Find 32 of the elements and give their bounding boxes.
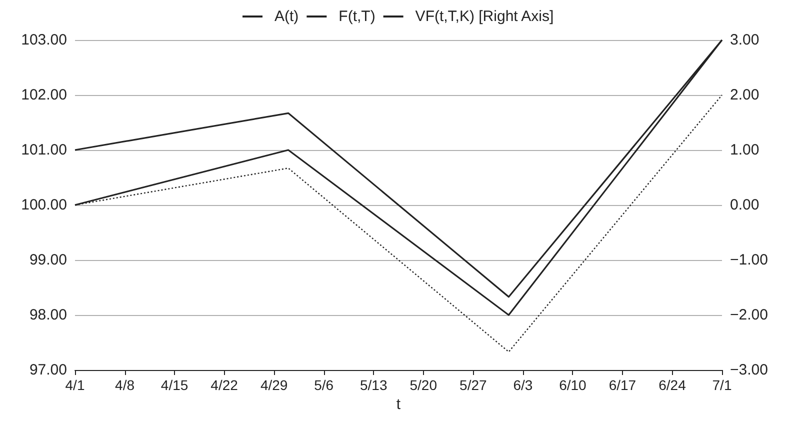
x-tick-label: 5/20 (410, 377, 438, 393)
y2-tick-label: −2.00 (730, 306, 768, 324)
x-tick-label: 4/8 (115, 377, 135, 393)
y2-tick-label: 1.00 (730, 142, 760, 158)
x-tick-label: 4/15 (160, 377, 188, 393)
y2-tick-label: 2.00 (730, 86, 760, 104)
y-tick-label: 102.00 (21, 86, 67, 104)
legend-label: A(t) (274, 8, 299, 25)
y-tick-label: 99.00 (29, 252, 67, 268)
y2-tick-label: 3.00 (730, 32, 760, 48)
y-tick-label: 103.00 (21, 32, 67, 48)
x-tick-label: 5/13 (360, 377, 388, 393)
y-tick-label: 101.00 (21, 142, 67, 158)
x-tick-label: 5/27 (460, 377, 487, 393)
y-tick-label: 98.00 (29, 306, 67, 324)
y-tick-label: 100.00 (21, 196, 67, 214)
x-tick-label: 6/3 (513, 377, 533, 393)
x-tick-label: 5/6 (314, 377, 334, 393)
x-tick-label: 4/22 (210, 377, 238, 393)
x-axis-title: t (396, 396, 402, 413)
x-tick-label: 7/1 (712, 377, 732, 393)
y2-tick-label: −1.00 (730, 252, 768, 268)
x-tick-label: 4/29 (260, 377, 288, 393)
x-tick-label: 6/24 (658, 377, 686, 393)
legend-label: F(t,T) (338, 8, 376, 25)
legend-label: VF(t,T,K) [Right Axis] (415, 8, 554, 25)
x-tick-label: 4/1 (65, 377, 85, 393)
y2-tick-label: 0.00 (730, 196, 760, 214)
x-tick-label: 6/17 (608, 377, 636, 393)
y-tick-label: 97.00 (29, 362, 67, 378)
x-tick-label: 6/10 (559, 377, 587, 393)
y2-tick-label: −3.00 (730, 362, 768, 378)
